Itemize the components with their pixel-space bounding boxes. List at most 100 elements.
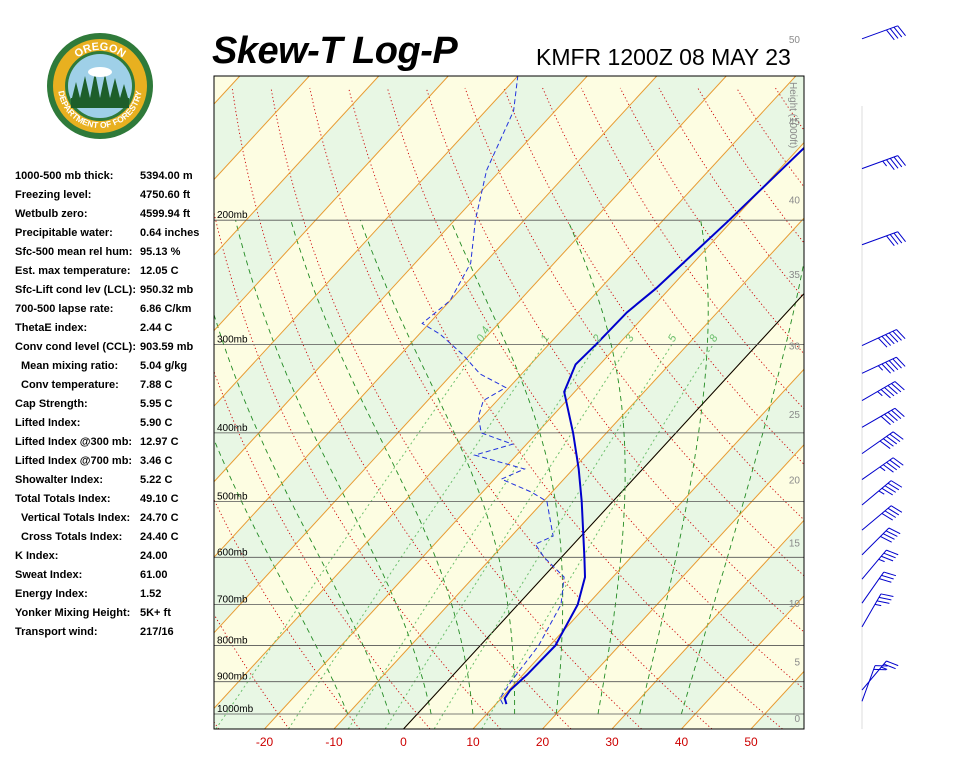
- height-tick-label: 40: [789, 195, 801, 206]
- stat-label: Sfc-Lift cond lev (LCL):: [15, 284, 136, 296]
- stat-label: Freezing level:: [15, 189, 92, 201]
- stat-value: 24.70 C: [140, 512, 179, 524]
- isotherm-line: [214, 76, 658, 558]
- wind-barb: [861, 231, 906, 247]
- mixing-ratio-line: [384, 344, 630, 729]
- stat-value: 3.46 C: [140, 455, 173, 467]
- pressure-label: 400mb: [217, 423, 248, 434]
- isotherm-line: [611, 519, 804, 729]
- stat-value: 4599.94 ft: [140, 208, 191, 220]
- wind-barb: [861, 457, 904, 480]
- stat-label: Showalter Index:: [15, 474, 104, 486]
- pressure-label: 700mb: [217, 595, 248, 606]
- temperature-tick-label: 20: [536, 735, 550, 749]
- height-axis-label: Height (1000ft): [787, 82, 798, 148]
- stat-label: Transport wind:: [15, 626, 98, 638]
- plot-area: [214, 76, 960, 729]
- mixing-ratio-label: 1: [539, 333, 552, 344]
- stat-value: 95.13 %: [140, 246, 181, 258]
- wind-barb: [861, 25, 906, 41]
- wind-barb: [861, 381, 905, 401]
- dry-adiabat: [853, 88, 960, 729]
- mixing-ratio-line: [347, 344, 598, 729]
- stat-label: Conv temperature:: [21, 379, 119, 391]
- stat-label: 1000-500 mb thick:: [15, 170, 114, 182]
- wind-barb: [861, 407, 905, 428]
- stat-label: Lifted Index:: [15, 417, 81, 429]
- wind-barb: [861, 480, 903, 506]
- dry-adiabat: [214, 613, 290, 729]
- stat-value: 5K+ ft: [140, 607, 171, 619]
- stat-value: 903.59 mb: [140, 341, 194, 353]
- stat-value: 6.86 C/km: [140, 303, 192, 315]
- pressure-label: 300mb: [217, 335, 248, 346]
- dry-adiabat: [425, 87, 804, 633]
- stat-value: 61.00: [140, 569, 168, 581]
- temperature-tick-label: 40: [675, 735, 689, 749]
- svg-text:OREGON: OREGON: [72, 41, 127, 61]
- wind-barb: [861, 431, 904, 455]
- isotherm-line: [681, 595, 804, 729]
- wind-barb: [861, 660, 899, 691]
- dry-adiabat: [814, 88, 960, 729]
- stat-label: Yonker Mixing Height:: [15, 607, 131, 619]
- oregon-forestry-logo: OREGON DEPARTMENT OF FORESTRY: [47, 33, 153, 139]
- dry-adiabat: [270, 87, 642, 729]
- wind-barb: [861, 593, 894, 628]
- stat-value: 5.04 g/kg: [140, 360, 188, 372]
- stat-value: 5.90 C: [140, 417, 173, 429]
- height-tick-label: 30: [789, 342, 801, 353]
- wind-barb: [861, 356, 906, 374]
- stat-value: 24.40 C: [140, 531, 179, 543]
- wind-barb: [861, 329, 906, 348]
- stat-value: 950.32 mb: [140, 284, 194, 296]
- height-tick-label: 25: [789, 410, 801, 421]
- isotherm-line: [214, 76, 519, 407]
- stat-value: 49.10 C: [140, 493, 179, 505]
- dry-adiabat: [231, 87, 572, 729]
- dry-adiabat: [931, 88, 960, 729]
- pressure-label: 200mb: [217, 210, 248, 221]
- stat-label: Cross Totals Index:: [21, 531, 123, 543]
- stat-value: 5.95 C: [140, 398, 173, 410]
- height-tick-label: 5: [794, 658, 800, 669]
- freezing-isotherm: [403, 292, 804, 729]
- stat-label: Est. max temperature:: [15, 265, 131, 277]
- wind-barb: [861, 549, 899, 580]
- mixing-ratio-line: [215, 344, 481, 729]
- stat-value: 1.52: [140, 588, 162, 600]
- temperature-tick-label: 30: [605, 735, 619, 749]
- height-tick-label: 50: [789, 35, 801, 46]
- stat-label: Precipitable water:: [15, 227, 113, 239]
- pressure-label: 800mb: [217, 636, 248, 647]
- mixing-ratio-line: [288, 344, 545, 729]
- stat-label: Wetbulb zero:: [15, 208, 88, 220]
- height-tick-label: 35: [789, 270, 801, 281]
- station-time-label: KMFR 1200Z 08 MAY 23: [536, 44, 791, 70]
- dry-adiabat: [214, 370, 431, 729]
- isotherm-line: [214, 76, 797, 710]
- stat-value: 12.97 C: [140, 436, 179, 448]
- stat-value: 12.05 C: [140, 265, 179, 277]
- isotherm-line: [214, 76, 449, 332]
- moist-adiabat: [639, 220, 709, 715]
- isotherm-band: [214, 76, 804, 729]
- temperature-tick-label: -10: [325, 735, 343, 749]
- stat-value: 5394.00 m: [140, 170, 193, 182]
- temperature-profile: [503, 146, 804, 705]
- stat-label: Total Totals Index:: [15, 493, 111, 505]
- stat-value: 7.88 C: [140, 379, 173, 391]
- stat-value: 2.44 C: [140, 322, 173, 334]
- stat-label: 700-500 lapse rate:: [15, 303, 114, 315]
- stat-value: 4750.60 ft: [140, 189, 191, 201]
- dry-adiabat: [542, 87, 804, 465]
- mixing-ratio-line: [433, 344, 673, 729]
- stat-label: Sweat Index:: [15, 569, 83, 581]
- dry-adiabat: [386, 87, 804, 690]
- isotherm-line: [214, 76, 380, 256]
- pressure-label: 500mb: [217, 491, 248, 502]
- isotherm-line: [333, 217, 804, 729]
- stat-value: 24.00: [140, 550, 168, 562]
- temperature-tick-label: 50: [744, 735, 758, 749]
